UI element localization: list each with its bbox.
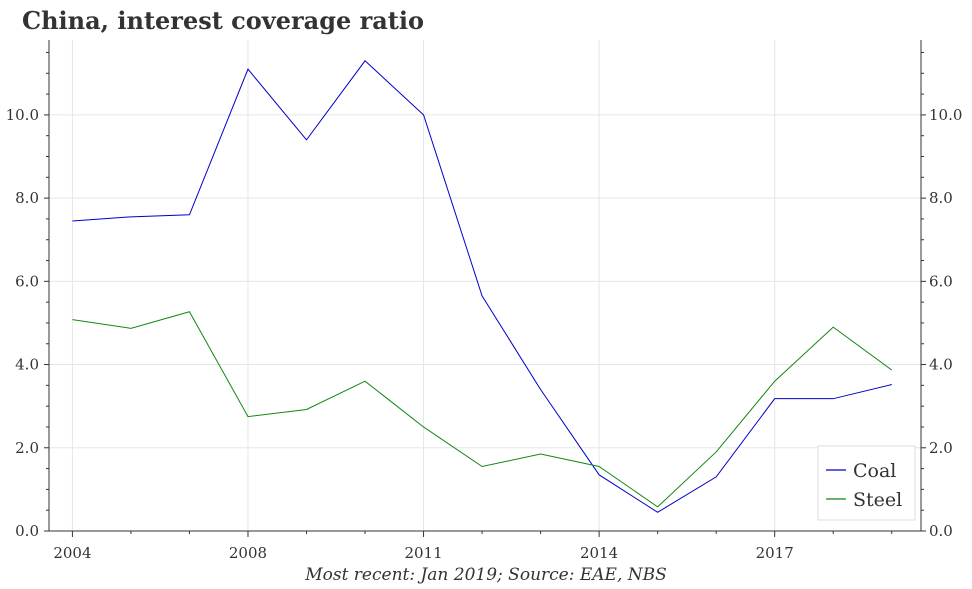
y-tick-label-left: 8.0 (15, 189, 39, 207)
x-tick-label: 2011 (404, 544, 442, 562)
legend-label-coal: Coal (853, 460, 896, 482)
series-lines (72, 60, 893, 513)
legend-box (817, 445, 916, 521)
y-tick-label-left: 10.0 (6, 106, 39, 124)
y-tick-label-right: 2.0 (929, 439, 953, 457)
y-tick-label-left: 0.0 (15, 522, 39, 540)
series-line-coal (72, 60, 892, 513)
legend-label-steel: Steel (853, 489, 902, 511)
x-tick-label: 2008 (229, 544, 267, 562)
y-tick-label-right: 4.0 (929, 356, 953, 374)
y-tick-label-right: 0.0 (929, 522, 953, 540)
y-tick-label-left: 4.0 (15, 356, 39, 374)
y-tick-label-right: 10.0 (929, 106, 962, 124)
chart-footnote: Most recent: Jan 2019; Source: EAE, NBS (305, 565, 667, 585)
y-tick-label-left: 6.0 (15, 272, 39, 290)
axes: 0.0 0.0 2.0 2.0 4.0 4.0 6.0 6.0 8.0 8.0 10.0 10.0 20… (6, 40, 962, 562)
legend: Coal Steel (817, 445, 916, 521)
x-tick-label: 2004 (53, 544, 91, 562)
x-tick-label: 2017 (756, 544, 794, 562)
series-line-steel (72, 311, 893, 508)
x-tick-label: 2014 (580, 544, 618, 562)
grid (49, 40, 921, 532)
y-tick-label-right: 6.0 (929, 272, 953, 290)
chart-title: China, interest coverage ratio (22, 6, 425, 35)
y-tick-label-left: 2.0 (15, 439, 39, 457)
line-chart: 0.0 0.0 2.0 2.0 4.0 4.0 6.0 6.0 8.0 8.0 10.0 10.0 20… (6, 40, 962, 562)
y-tick-label-right: 8.0 (929, 189, 953, 207)
